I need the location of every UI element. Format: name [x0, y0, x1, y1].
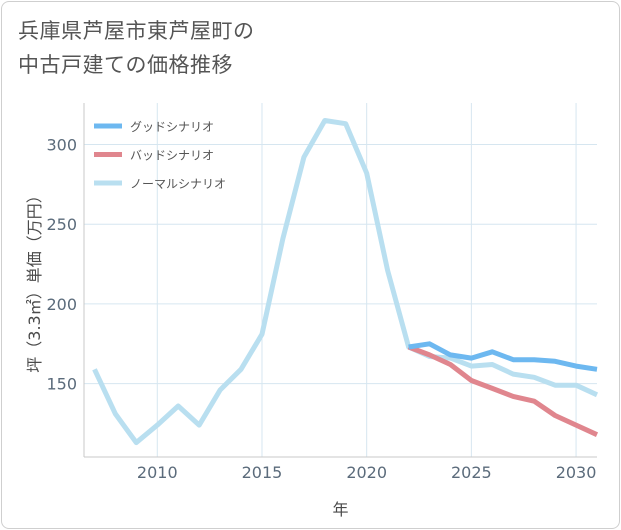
tick-labels: 2010 2015 2020 2025 2030 150 200 250 300: [46, 135, 596, 482]
y-tick-label: 250: [46, 215, 77, 234]
x-tick-label: 2015: [242, 463, 283, 482]
x-tick-label: 2020: [346, 463, 387, 482]
y-tick-label: 200: [46, 295, 77, 314]
legend-label-0: グッドシナリオ: [130, 120, 214, 134]
chart-title-line-2: 中古戸建ての価格推移: [18, 53, 233, 77]
axes: [83, 103, 597, 458]
series-line-2: [92, 118, 599, 446]
x-tick-label: 2010: [137, 463, 178, 482]
y-tick-label: 300: [46, 135, 77, 154]
series-lines: [92, 118, 599, 446]
legend-label-2: ノーマルシナリオ: [130, 177, 226, 191]
y-tick-label: 150: [46, 375, 77, 394]
y-axis-label: 坪（3.3㎡）単価（万円）: [25, 187, 44, 372]
x-tick-label: 2030: [556, 463, 597, 482]
series-line-0: [408, 341, 598, 372]
x-tick-label: 2025: [451, 463, 492, 482]
legend-label-1: バッドシナリオ: [130, 149, 214, 163]
chart-title-line-1: 兵庫県芦屋市東芦屋町の: [18, 19, 255, 43]
series-line-1: [407, 344, 599, 437]
x-axis-label: 年: [332, 500, 348, 519]
chart-title: 兵庫県芦屋市東芦屋町の 中古戸建ての価格推移: [18, 14, 255, 82]
